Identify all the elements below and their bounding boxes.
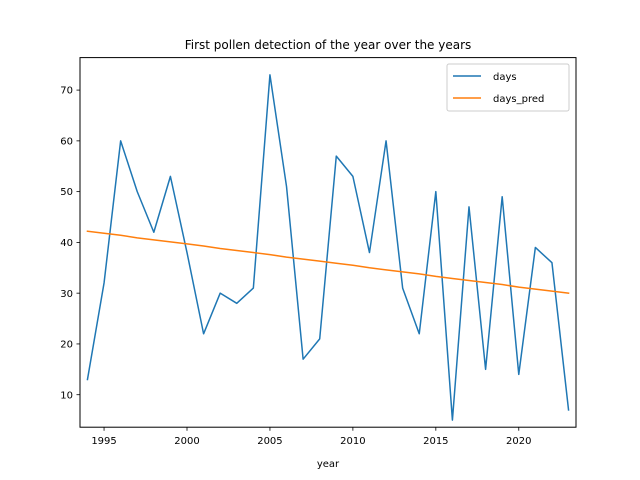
y-tick-label: 70 [60,86,73,97]
y-tick-label: 20 [60,340,73,351]
y-axis-ticks: 10 20 30 40 50 60 70 [60,86,80,401]
x-tick-label: 2015 [423,436,448,447]
legend: days days_pred [446,63,570,112]
chart-title: First pollen detection of the year over … [185,38,472,52]
x-tick-label: 2000 [174,436,199,447]
plot-area-frame [79,57,577,428]
legend-label-days-pred: days_pred [493,94,544,105]
y-tick-label: 10 [60,390,73,401]
x-axis-ticks: 1995 2000 2005 2010 2015 2020 [91,427,531,447]
series-line-days [86,74,570,421]
y-tick-label: 40 [60,238,73,249]
series-line-days-pred [86,230,570,295]
x-tick-label: 2010 [340,436,365,447]
legend-label-days: days [493,72,517,83]
series-layer [86,74,570,421]
x-tick-label: 2005 [257,436,282,447]
y-tick-label: 60 [60,136,73,147]
y-tick-label: 50 [60,187,73,198]
x-axis-label: year [317,459,340,470]
x-tick-label: 2020 [506,436,531,447]
y-tick-label: 30 [60,289,73,300]
x-tick-label: 1995 [91,436,116,447]
